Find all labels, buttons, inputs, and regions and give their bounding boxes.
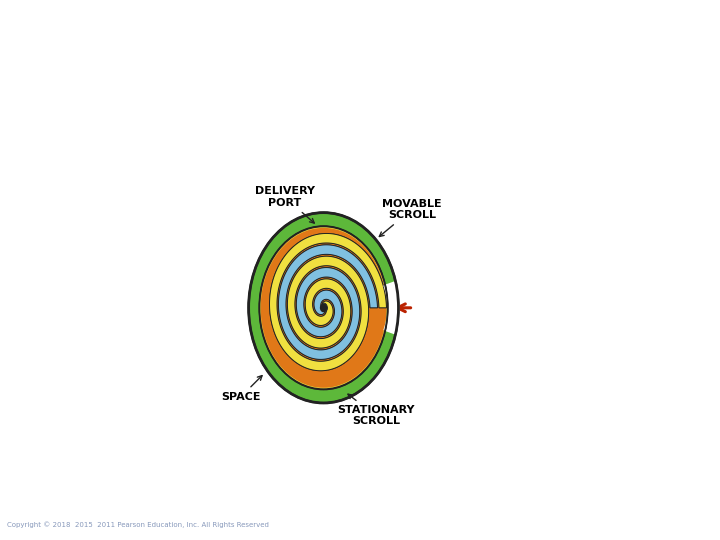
Ellipse shape bbox=[259, 226, 387, 389]
Text: Copyright © 2018  2015  2011 Pearson Education, Inc. All Rights Reserved: Copyright © 2018 2015 2011 Pearson Educa… bbox=[7, 522, 269, 529]
Polygon shape bbox=[303, 267, 351, 288]
Text: PEARSON: PEARSON bbox=[608, 516, 713, 535]
Polygon shape bbox=[297, 256, 359, 281]
Ellipse shape bbox=[248, 213, 398, 403]
Polygon shape bbox=[305, 305, 323, 326]
Polygon shape bbox=[269, 235, 315, 328]
Polygon shape bbox=[310, 315, 341, 337]
Polygon shape bbox=[305, 279, 330, 306]
Polygon shape bbox=[305, 320, 348, 348]
Text: FIGURE 12–4  Basic components of a scroll compressor. Note the: FIGURE 12–4 Basic components of a scroll… bbox=[16, 23, 552, 37]
Polygon shape bbox=[287, 274, 308, 342]
Polygon shape bbox=[279, 245, 377, 360]
Polygon shape bbox=[273, 326, 345, 371]
Text: SPACE: SPACE bbox=[221, 376, 262, 402]
Polygon shape bbox=[323, 307, 328, 314]
Polygon shape bbox=[297, 282, 313, 333]
Polygon shape bbox=[325, 291, 342, 319]
Polygon shape bbox=[342, 276, 369, 362]
Polygon shape bbox=[317, 245, 377, 308]
Wedge shape bbox=[384, 282, 399, 334]
Polygon shape bbox=[314, 290, 328, 307]
Ellipse shape bbox=[320, 304, 327, 312]
Polygon shape bbox=[328, 280, 351, 324]
Polygon shape bbox=[315, 233, 387, 308]
Text: arrows.: arrows. bbox=[16, 86, 76, 100]
Polygon shape bbox=[314, 306, 323, 315]
Polygon shape bbox=[323, 301, 332, 308]
Ellipse shape bbox=[261, 228, 387, 388]
Text: DELIVERY
PORT: DELIVERY PORT bbox=[255, 186, 315, 223]
Polygon shape bbox=[279, 246, 317, 325]
Polygon shape bbox=[282, 322, 341, 360]
Polygon shape bbox=[269, 233, 387, 371]
Polygon shape bbox=[323, 306, 333, 325]
Text: “pockets” of refrigerant that occupy the spaces labeled with red: “pockets” of refrigerant that occupy the… bbox=[16, 55, 544, 69]
Polygon shape bbox=[338, 282, 360, 352]
Text: STATIONARY
SCROLL: STATIONARY SCROLL bbox=[337, 394, 415, 427]
Text: MOVABLE
SCROLL: MOVABLE SCROLL bbox=[379, 199, 442, 237]
